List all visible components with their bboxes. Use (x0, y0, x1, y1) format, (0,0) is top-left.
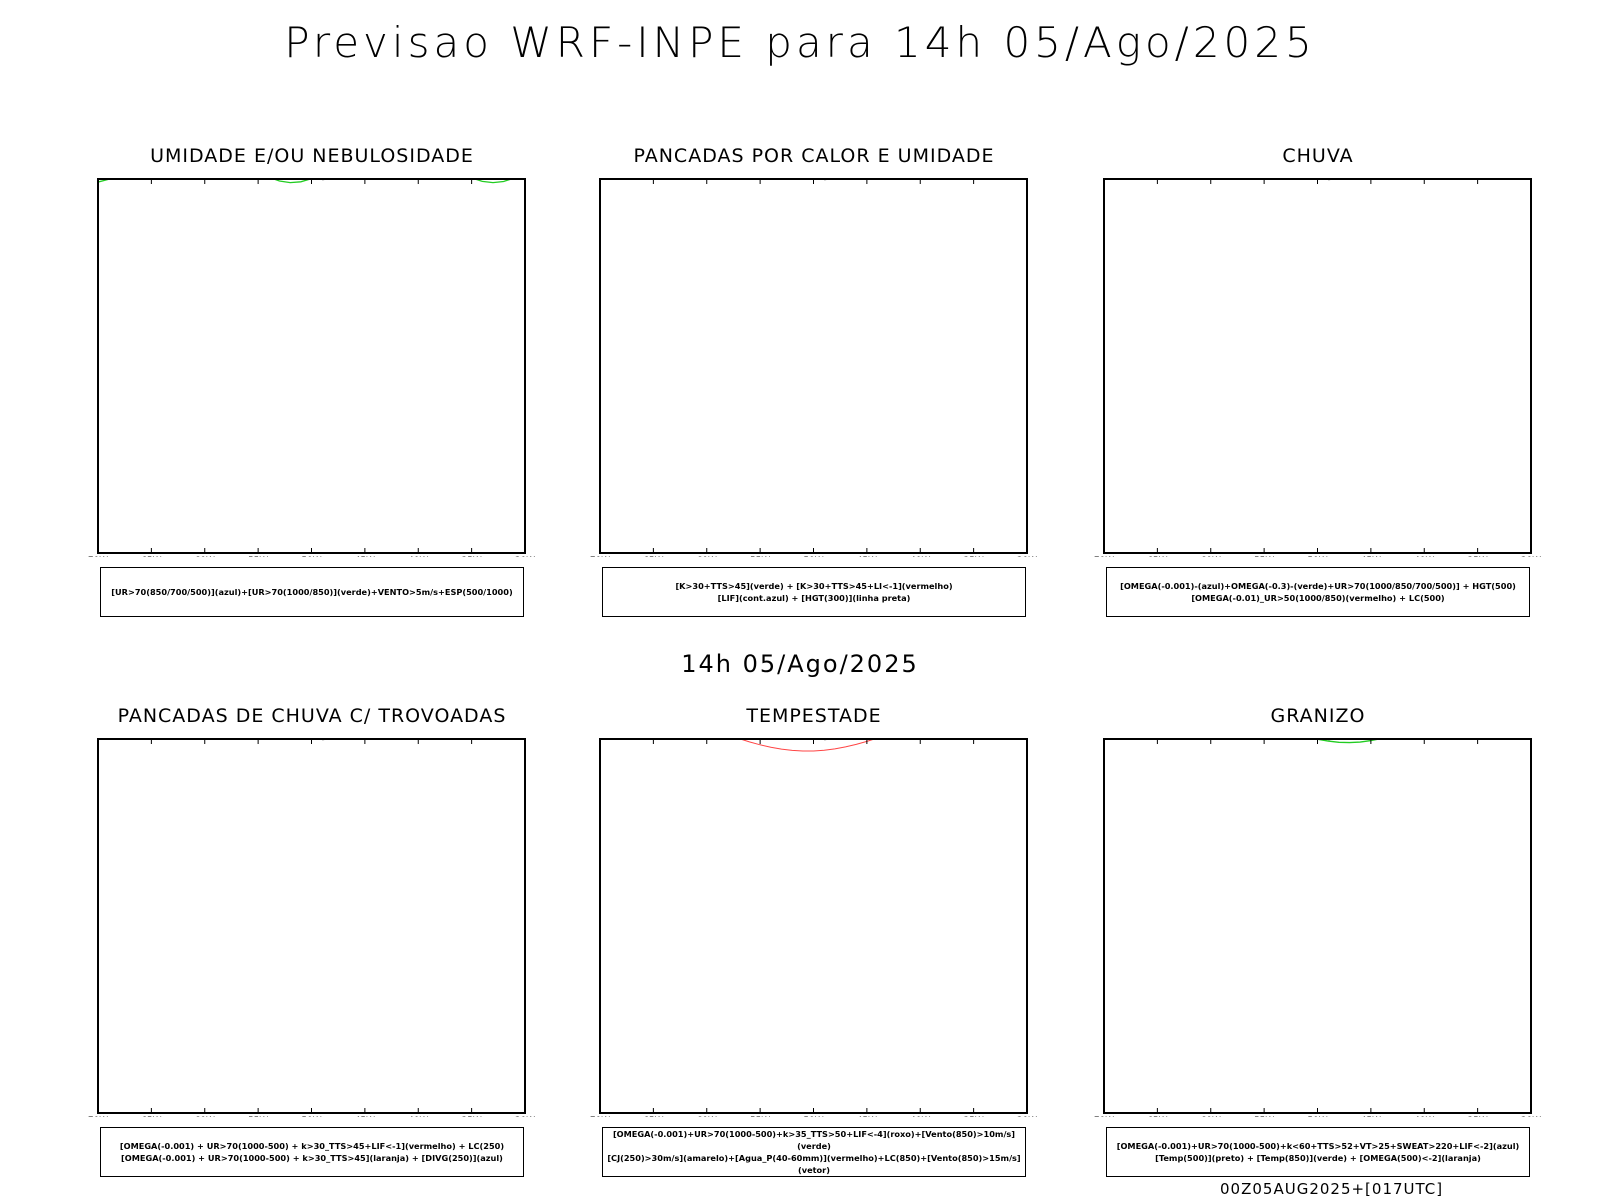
panel-chuva: CHUVA 58558257957657357056756456155855558… (1078, 145, 1558, 625)
lon-label: 55W (248, 556, 268, 557)
lon-label: 60W (195, 1116, 215, 1117)
lon-label: 45W (355, 556, 375, 557)
legend-line: [OMEGA(-0.001)+UR>70(1000-500)+k>35_TTS>… (612, 1129, 1016, 1151)
lon-label: 65W (141, 1116, 161, 1117)
lon-label: 50W (301, 556, 321, 557)
lon-label: 60W (697, 1116, 717, 1117)
weather-map: 12S15S18S21S24S27S30S33S36S39S42S70W65W6… (590, 738, 1037, 1117)
lon-label: 30W (515, 1116, 535, 1117)
lon-label: 65W (643, 1116, 663, 1117)
lon-label: 40W (1414, 1116, 1434, 1117)
panel-pancadas-calor: PANCADAS POR CALOR E UMIDADE 960096009600… (574, 145, 1054, 625)
lon-label: 65W (643, 556, 663, 557)
weather-map: 12S15S18S21S24S27S30S33S36S39S42S70W65W6… (88, 738, 535, 1117)
forecast-time-title: 14h 05/Ago/2025 (681, 650, 919, 678)
panel-legend: [OMEGA(-0.001) + UR>70(1000-500) + k>30_… (100, 1127, 524, 1177)
lon-label: 55W (1254, 556, 1274, 557)
lon-label: 45W (1361, 1116, 1381, 1117)
lon-label: 55W (750, 1116, 770, 1117)
legend-line: [OMEGA(-0.01)_UR>50(1000/850)(vermelho) … (1191, 593, 1445, 603)
legend-line: [OMEGA(-0.001) + UR>70(1000-500) + k>30_… (119, 1141, 505, 1151)
panel-legend: [UR>70(850/700/500)](azul)+[UR>70(1000/8… (100, 567, 524, 617)
lon-label: 35W (1467, 1116, 1487, 1117)
panel-title: UMIDADE E/OU NEBULOSIDADE (150, 145, 474, 167)
legend-line: [LIF](cont.azul) + [HGT(300)](linha pret… (717, 593, 911, 603)
lon-label: 40W (408, 556, 428, 557)
lon-label: 45W (857, 556, 877, 557)
lon-label: 30W (1017, 556, 1037, 557)
panel-title: TEMPESTADE (746, 705, 882, 727)
panel-title: PANCADAS POR CALOR E UMIDADE (633, 145, 995, 167)
panel-umidade: UMIDADE E/OU NEBULOSIDADE 101610161020102… (72, 145, 552, 625)
lon-label: 35W (461, 556, 481, 557)
lon-label: 70W (1094, 556, 1114, 557)
legend-line: [K>30+TTS>45](verde) + [K>30+TTS>45+LI<-… (675, 581, 953, 591)
panel-legend: [OMEGA(-0.001)-(azul)+OMEGA(-0.3)-(verde… (1106, 567, 1530, 617)
lon-label: 70W (590, 1116, 610, 1117)
lon-label: 35W (1467, 556, 1487, 557)
main-title: Previsao WRF-INPE para 14h 05/Ago/2025 (284, 18, 1316, 67)
lon-label: 55W (248, 1116, 268, 1117)
lon-label: 70W (88, 556, 108, 557)
legend-line: [OMEGA(-0.001) + UR>70(1000-500) + k>30_… (121, 1153, 503, 1163)
panel-pancadas-trovoadas: PANCADAS DE CHUVA C/ TROVOADAS12S15S18S2… (72, 705, 552, 1185)
lon-label: 60W (1201, 1116, 1221, 1117)
panel-tempestade: TEMPESTADE12S15S18S21S24S27S30S33S36S39S… (574, 705, 1054, 1185)
lon-label: 65W (1147, 1116, 1167, 1117)
lon-label: 50W (1307, 556, 1327, 557)
lon-label: 40W (910, 556, 930, 557)
legend-line: [OMEGA(-0.001)-(azul)+OMEGA(-0.3)-(verde… (1120, 581, 1516, 591)
lon-label: 45W (857, 1116, 877, 1117)
lon-label: 70W (1094, 1116, 1114, 1117)
legend-line: [Temp(500)](preto) + [Temp(850)](verde) … (1155, 1153, 1481, 1163)
legend-line: [CJ(250)>30m/s](amarelo)+[Agua_P(40-60mm… (607, 1153, 1021, 1175)
lon-label: 50W (803, 556, 823, 557)
lon-label: 50W (1307, 1116, 1327, 1117)
lon-label: 55W (750, 556, 770, 557)
lon-label: 65W (141, 556, 161, 557)
run-timestamp: 00Z05AUG2025+[017UTC] (1220, 1180, 1444, 1198)
weather-map: 1016101610201020102410201024102810281024… (88, 178, 535, 557)
panel-granizo: GRANIZO 12151518-15-18-21-21-17121512S15S… (1078, 705, 1558, 1185)
lon-label: 35W (461, 1116, 481, 1117)
lon-label: 40W (1414, 556, 1434, 557)
panel-legend: [OMEGA(-0.001)+UR>70(1000-500)+k>35_TTS>… (602, 1127, 1026, 1177)
lon-label: 70W (590, 556, 610, 557)
lon-label: 50W (803, 1116, 823, 1117)
panel-title: GRANIZO (1270, 705, 1366, 727)
lon-label: 55W (1254, 1116, 1274, 1117)
lon-label: 30W (1521, 556, 1541, 557)
lon-label: 50W (301, 1116, 321, 1117)
lon-label: 35W (963, 556, 983, 557)
lon-label: 45W (355, 1116, 375, 1117)
lon-label: 70W (88, 1116, 108, 1117)
lon-label: 65W (1147, 556, 1167, 557)
lon-label: 60W (195, 556, 215, 557)
panel-legend: [OMEGA(-0.001)+UR>70(1000-500)+k<60+TTS>… (1106, 1127, 1530, 1177)
lon-label: 30W (515, 556, 535, 557)
lon-label: 35W (963, 1116, 983, 1117)
lon-label: 30W (1521, 1116, 1541, 1117)
legend-line: [OMEGA(-0.001)+UR>70(1000-500)+k<60+TTS>… (1116, 1141, 1520, 1151)
lon-label: 60W (1201, 556, 1221, 557)
weather-map: 9600960096009520952095209440936092809200… (590, 178, 1037, 557)
lon-label: 40W (910, 1116, 930, 1117)
panel-title: PANCADAS DE CHUVA C/ TROVOADAS (117, 705, 507, 727)
lon-label: 40W (408, 1116, 428, 1117)
panel-legend: [K>30+TTS>45](verde) + [K>30+TTS>45+LI<-… (602, 567, 1026, 617)
lon-label: 60W (697, 556, 717, 557)
weather-map: 5855825795765735705675645615585555825795… (1094, 178, 1541, 557)
lon-label: 30W (1017, 1116, 1037, 1117)
weather-map: 12151518-15-18-21-21-17121512S15S18S21S2… (1094, 738, 1541, 1117)
lon-label: 45W (1361, 556, 1381, 557)
panel-title: CHUVA (1282, 145, 1354, 167)
legend-line: [UR>70(850/700/500)](azul)+[UR>70(1000/8… (111, 587, 513, 597)
